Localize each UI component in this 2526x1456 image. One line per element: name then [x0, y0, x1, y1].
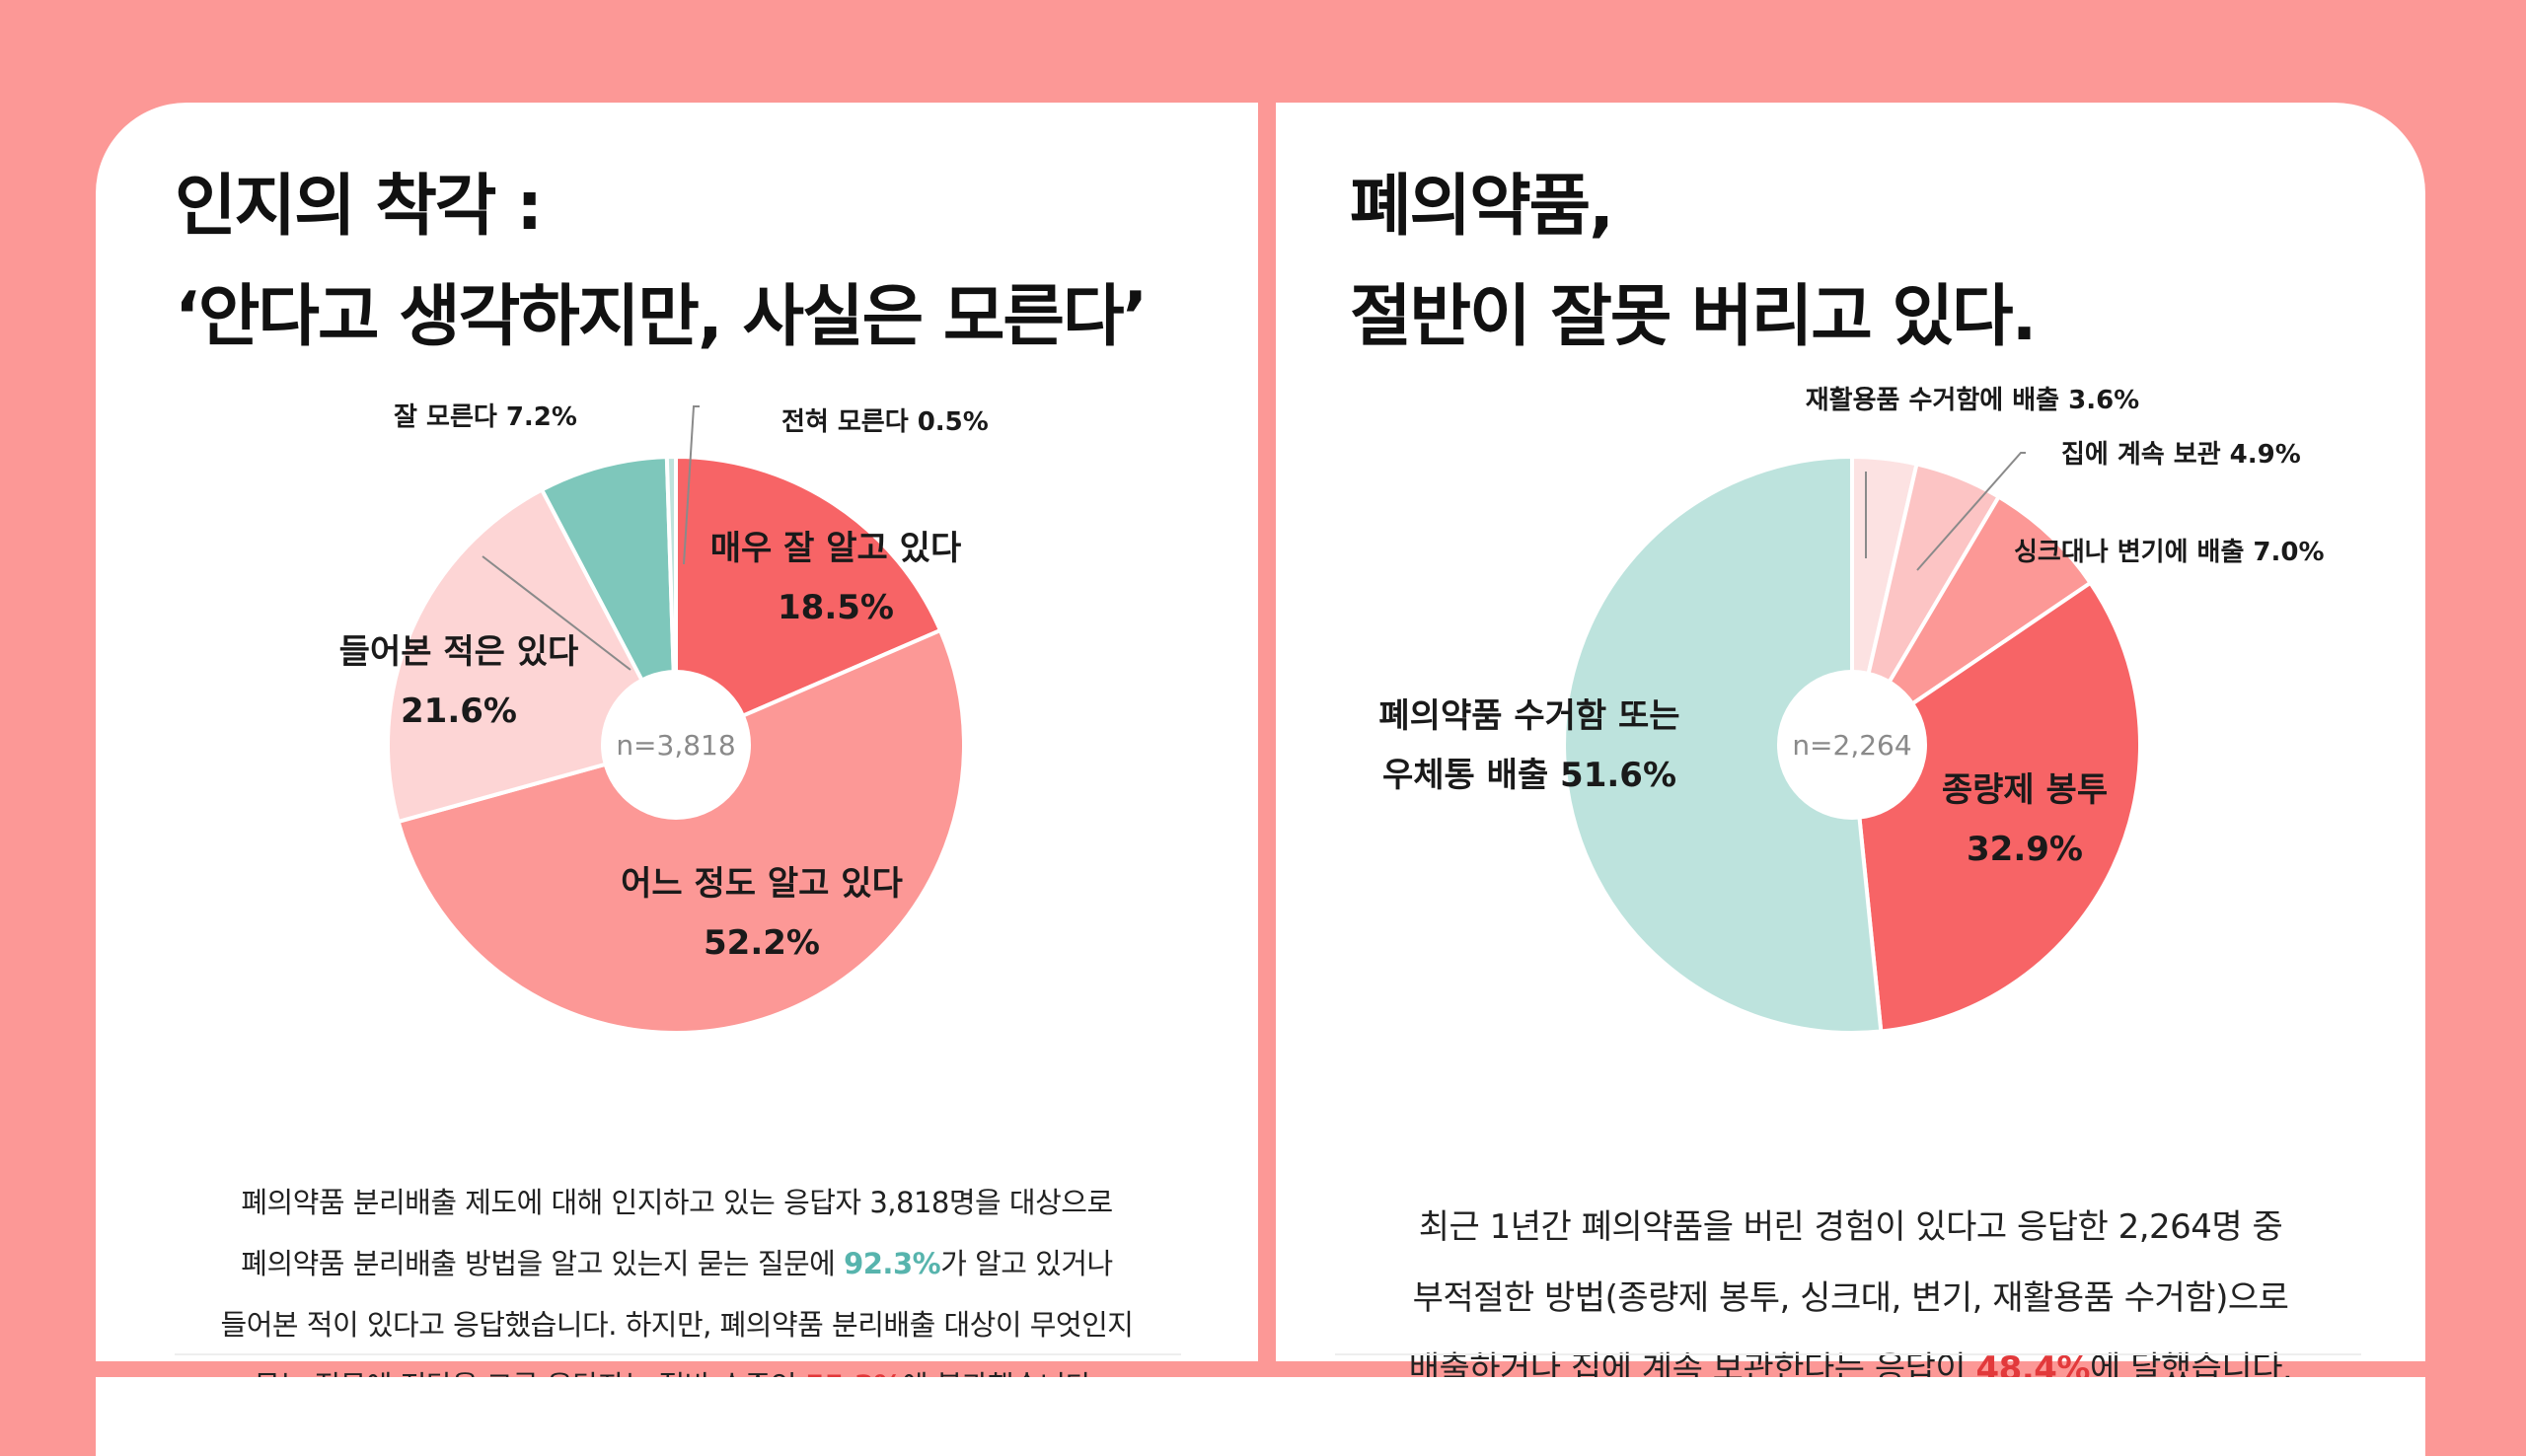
right-title-line-1: 폐의약품, [1350, 168, 1614, 246]
slice-value: 21.6% [401, 692, 517, 731]
slice-label-들어본-적은-있다: 들어본 적은 있다 21.6% [339, 632, 579, 731]
donut-hole [1777, 670, 1927, 820]
slice-value: 18.5% [778, 588, 894, 627]
donut-hole [601, 670, 751, 820]
slice-label-매우-잘-알고-있다: 매우 잘 알고 있다 18.5% [710, 529, 961, 627]
slice-label-싱크대나-변기에-배출: 싱크대나 변기에 배출 7.0% [2014, 538, 2325, 567]
slice-category: 종량제 봉투 [1942, 770, 2108, 810]
pie-slice-3 [1850, 493, 2094, 747]
pie-slice-1 [674, 454, 943, 749]
slice-label-집에-계속-보관: 집에 계속 보관 4.9% [2061, 440, 2301, 470]
slice-category: 매우 잘 알고 있다 [710, 529, 961, 568]
left-description: 폐의약품 분리배출 제도에 대해 인지하고 있는 응답자 3,818명을 대상으… [96, 1172, 1258, 1417]
left-panel: 인지의 착각 : ‘안다고 생각하지만, 사실은 모른다’ n=3,818 매우… [96, 103, 1258, 1403]
right-title-line-2: 절반이 잘못 버리고 있다. [1350, 278, 2037, 356]
divider [175, 1353, 1181, 1355]
sample-size-label: n=3,818 [616, 729, 735, 762]
pie-slice-2 [396, 627, 966, 1035]
left-title-line-2: ‘안다고 생각하지만, 사실은 모른다’ [175, 278, 1148, 356]
pie-slice-4 [539, 455, 678, 746]
right-description: 최근 1년간 폐의약품을 버린 경험이 있다고 응답한 2,264명 중 부적절한… [1408, 1207, 2293, 1389]
slice-label-재활용품-수거함에-배출: 재활용품 수거함에 배출 3.6% [1806, 386, 2139, 415]
leader-line [1916, 452, 2026, 571]
divider [1335, 1353, 2361, 1355]
slice-category: 폐의약품 수거함 또는 [1378, 696, 1679, 736]
left-panel-title: 인지의 착각 : ‘안다고 생각하지만, 사실은 모른다’ [175, 152, 1148, 373]
slice-value: 32.9% [1967, 830, 2083, 869]
pie-slice-5 [1562, 454, 1884, 1035]
leader-line [482, 555, 632, 671]
pie-slice-4 [1849, 580, 2142, 1034]
slice-value: 52.2% [704, 923, 820, 963]
right-panel: 폐의약품, 절반이 잘못 버리고 있다. n=2,264 재활용품 수거함에 배… [1276, 103, 2425, 1389]
slice-category: 들어본 적은 있다 [339, 632, 579, 672]
slice-category: 어느 정도 알고 있다 [621, 864, 903, 904]
highlight-percent: 92.3% [844, 1247, 941, 1280]
awareness-donut-chart: n=3,818 매우 잘 알고 있다 18.5% 어느 정도 알고 있다 52.2% 들… [339, 402, 989, 1035]
left-title-line-1: 인지의 착각 : [175, 168, 543, 246]
sample-size-label: n=2,264 [1792, 729, 1911, 762]
slice-label-어느-정도-알고-있다: 어느 정도 알고 있다 52.2% [621, 864, 903, 963]
right-panel-title: 폐의약품, 절반이 잘못 버리고 있다. [1350, 152, 2037, 373]
next-panel-edge [96, 1377, 2425, 1456]
slice-label-전혀-모른다: 전혀 모른다 0.5% [781, 407, 989, 437]
leader-line [683, 405, 700, 565]
disposal-method-donut-chart: n=2,264 재활용품 수거함에 배출 3.6% 집에 계속 보관 4.9% 싱크… [1378, 386, 2325, 1035]
slice-label-잘-모른다: 잘 모른다 7.2% [394, 402, 577, 432]
slice-label-종량제-봉투: 종량제 봉투 32.9% [1942, 770, 2108, 869]
slice-category: 우체통 배출 51.6% [1382, 756, 1676, 795]
